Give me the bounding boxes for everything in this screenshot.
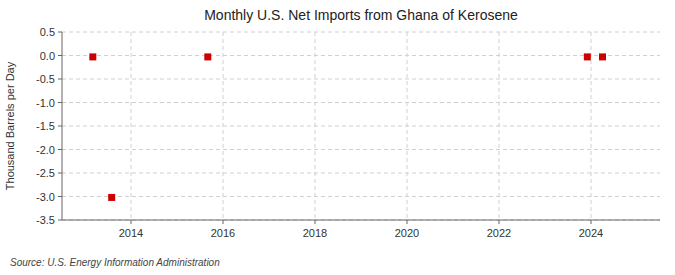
tick-label: -3.5 — [36, 214, 55, 226]
grid-line — [62, 173, 660, 174]
grid-line — [62, 126, 660, 127]
tick-mark — [58, 102, 62, 103]
grid-line — [62, 149, 660, 150]
point — [204, 53, 211, 60]
grid-line — [62, 196, 660, 197]
tick-label: 2016 — [211, 227, 235, 239]
tick-mark — [58, 32, 62, 33]
tick-label: 2020 — [395, 227, 419, 239]
grid-line — [62, 32, 660, 33]
y-axis-line — [62, 32, 63, 220]
tick-mark — [58, 196, 62, 197]
tick-label: 2024 — [579, 227, 603, 239]
grid — [62, 32, 660, 220]
tick-mark — [315, 220, 316, 224]
grid-line — [62, 102, 660, 103]
grid-line — [407, 32, 408, 220]
tick-mark — [499, 220, 500, 224]
tick-mark — [223, 220, 224, 224]
tick-label: 2022 — [487, 227, 511, 239]
tick-label: -2.0 — [36, 144, 55, 156]
source-note: Source: U.S. Energy Information Administ… — [10, 257, 220, 268]
axes: 0.5 0.0 -0.5 -1.0 -1.5 -2.0 -2.5 -3.0 -3.5 2014 20… — [36, 26, 660, 239]
tick-mark — [591, 220, 592, 224]
tick-mark — [58, 126, 62, 127]
tick-mark — [58, 173, 62, 174]
point — [599, 53, 606, 60]
point — [89, 53, 96, 60]
tick-label: 2018 — [303, 227, 327, 239]
chart-container: 0.5 0.0 -0.5 -1.0 -1.5 -2.0 -2.5 -3.0 -3.5 2014 20… — [0, 0, 675, 275]
tick-mark — [58, 220, 62, 221]
tick-label: -3.0 — [36, 191, 55, 203]
tick-label: -1.0 — [36, 97, 55, 109]
x-axis-line — [62, 220, 660, 221]
tick-label: 2014 — [119, 227, 143, 239]
grid-line — [499, 32, 500, 220]
grid-line — [131, 32, 132, 220]
grid-line — [62, 79, 660, 80]
point — [108, 194, 115, 201]
tick-mark — [407, 220, 408, 224]
tick-label: 0.5 — [40, 26, 55, 38]
tick-mark — [131, 220, 132, 224]
tick-label: -0.5 — [36, 73, 55, 85]
tick-label: -1.5 — [36, 120, 55, 132]
grid-line — [62, 55, 660, 56]
title: Monthly U.S. Net Imports from Ghana of K… — [204, 7, 518, 23]
grid-line — [223, 32, 224, 220]
grid-line — [315, 32, 316, 220]
grid-line — [62, 220, 660, 221]
tick-mark — [58, 79, 62, 80]
y-axis-label: Thousand Barrels per Day — [4, 61, 16, 190]
plot-area — [62, 32, 660, 220]
chart: 0.5 0.0 -0.5 -1.0 -1.5 -2.0 -2.5 -3.0 -3.5 2014 20… — [0, 0, 675, 275]
tick-label: 0.0 — [40, 50, 55, 62]
points — [89, 53, 606, 201]
tick-mark — [58, 55, 62, 56]
tick-mark — [58, 149, 62, 150]
point — [584, 53, 591, 60]
tick-label: -2.5 — [36, 167, 55, 179]
